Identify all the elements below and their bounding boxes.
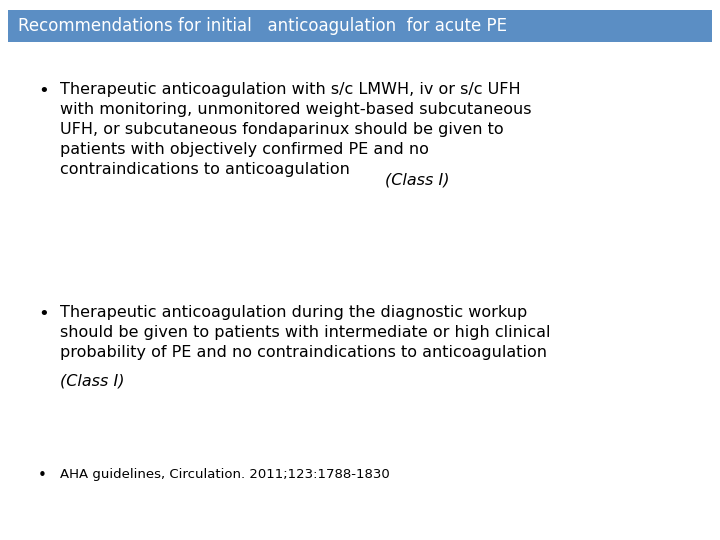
Text: •: • <box>38 82 49 100</box>
Bar <box>8 10 712 42</box>
Text: (Class I): (Class I) <box>385 173 449 188</box>
Text: •: • <box>38 305 49 323</box>
Text: •: • <box>38 468 47 483</box>
Text: AHA guidelines, Circulation. 2011;123:1788-1830: AHA guidelines, Circulation. 2011;123:17… <box>60 468 390 481</box>
Text: Therapeutic anticoagulation with s/c LMWH, iv or s/c UFH
with monitoring, unmoni: Therapeutic anticoagulation with s/c LMW… <box>60 82 531 177</box>
Text: (Class I): (Class I) <box>60 373 125 388</box>
Text: Therapeutic anticoagulation during the diagnostic workup
should be given to pati: Therapeutic anticoagulation during the d… <box>60 305 551 380</box>
Text: Recommendations for initial   anticoagulation  for acute PE: Recommendations for initial anticoagulat… <box>18 17 507 35</box>
